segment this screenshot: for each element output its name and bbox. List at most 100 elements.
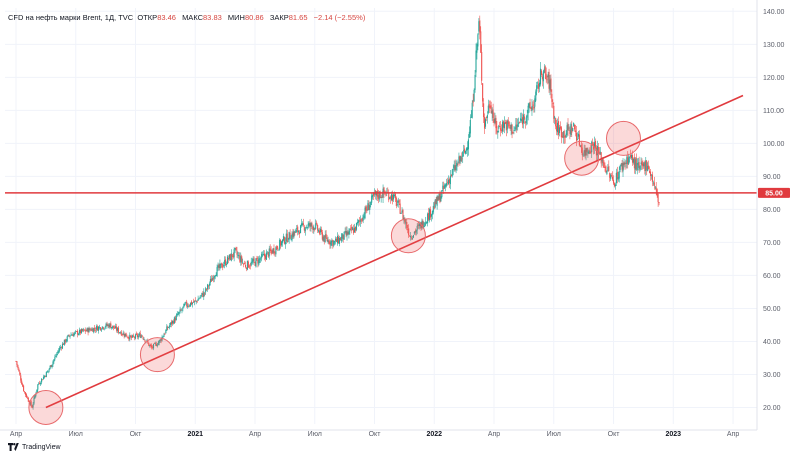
candle-body <box>456 162 458 166</box>
candle <box>592 138 594 146</box>
candle-body <box>252 259 254 263</box>
candle-body <box>236 250 238 255</box>
candle <box>105 322 107 329</box>
symbol-title[interactable]: CFD на нефть марки Brent, 1Д, TVC <box>8 13 134 22</box>
candle <box>492 103 494 123</box>
candle <box>39 380 41 385</box>
candle-body <box>436 196 438 206</box>
candle <box>278 249 280 251</box>
candle-body <box>570 124 572 136</box>
candle-body <box>253 258 255 261</box>
candle-body <box>75 331 77 332</box>
candle-body <box>525 117 527 124</box>
candle <box>496 121 498 135</box>
candle-body <box>248 266 250 268</box>
candle <box>465 147 468 155</box>
candle <box>235 246 237 252</box>
candle <box>457 161 459 167</box>
candle-body <box>326 237 328 242</box>
candle-body <box>206 288 208 290</box>
highlight-circle[interactable] <box>605 120 641 156</box>
candle-body <box>297 226 299 232</box>
price-axis[interactable]: 20.00 30.00 40.00 50.00 60.00 70.00 80.00 90.00… <box>756 0 790 430</box>
highlight-circle[interactable] <box>564 140 600 176</box>
candle <box>355 226 357 233</box>
candle-body <box>348 231 350 235</box>
candle <box>517 118 519 131</box>
highlight-circle[interactable] <box>28 389 64 425</box>
candle-body <box>571 126 573 133</box>
candle-body <box>512 132 514 134</box>
candle-body <box>179 309 181 313</box>
price-tag-label: 85.00 <box>765 190 783 197</box>
candle <box>454 159 456 172</box>
candle <box>464 145 466 154</box>
candle <box>346 226 348 241</box>
candle-body <box>121 334 123 336</box>
drawings[interactable] <box>5 94 757 425</box>
candle <box>169 323 171 330</box>
candle-body <box>128 337 130 340</box>
candle-body <box>214 275 216 278</box>
highlight-circle[interactable] <box>390 218 426 254</box>
candle <box>399 199 401 214</box>
candle-body <box>563 130 565 138</box>
candle <box>614 182 616 190</box>
tradingview-logo[interactable]: TradingView <box>8 443 61 451</box>
candle-body <box>60 347 62 348</box>
candle-body <box>521 117 524 125</box>
candle-body <box>61 343 64 349</box>
candle-body <box>557 121 560 135</box>
candle <box>483 98 485 124</box>
candle-body <box>462 151 464 158</box>
time-axis[interactable]: Апр Июл Окт 2021 Апр Июл Окт 2022 Апр Июл Окт 2023 А… <box>0 429 757 438</box>
candle <box>262 250 265 256</box>
candle <box>504 119 506 125</box>
candle-body <box>594 142 596 149</box>
candle <box>66 335 68 343</box>
trend-line[interactable] <box>45 94 744 409</box>
candle <box>484 117 487 130</box>
candle-body <box>564 136 566 138</box>
candle <box>307 221 309 229</box>
candle-body <box>618 170 620 179</box>
candle-body <box>24 392 27 395</box>
candle-body <box>205 288 207 293</box>
candle-body <box>181 309 183 311</box>
candle-body <box>440 196 442 202</box>
candle-body <box>381 196 383 199</box>
candle <box>461 152 463 162</box>
candle <box>404 217 406 225</box>
candle-body <box>338 238 340 244</box>
candle <box>104 325 106 330</box>
candle <box>510 122 512 136</box>
candle-body <box>266 251 268 253</box>
candle <box>588 149 590 155</box>
candle-body <box>487 105 489 113</box>
candle <box>476 42 478 60</box>
candle <box>395 196 397 209</box>
candle-body <box>520 119 523 121</box>
candle <box>82 327 84 333</box>
candle-body <box>265 252 267 260</box>
candle-body <box>395 197 397 206</box>
candle-body <box>151 345 153 348</box>
candle-body <box>84 329 86 332</box>
candle-body <box>327 239 329 243</box>
highlight-circle[interactable] <box>139 337 175 373</box>
candle-body <box>32 404 34 408</box>
candle-body <box>494 118 496 124</box>
candle <box>170 322 172 328</box>
candle <box>38 382 40 385</box>
time-tick-label: Июл <box>547 431 561 438</box>
candle-body <box>207 284 209 290</box>
candle <box>584 144 586 159</box>
candle-body <box>429 209 432 218</box>
candle <box>423 221 425 229</box>
candle-body <box>36 389 38 393</box>
candle-body <box>118 332 120 334</box>
candle <box>249 263 251 270</box>
candle <box>528 102 530 113</box>
candle <box>368 200 370 211</box>
